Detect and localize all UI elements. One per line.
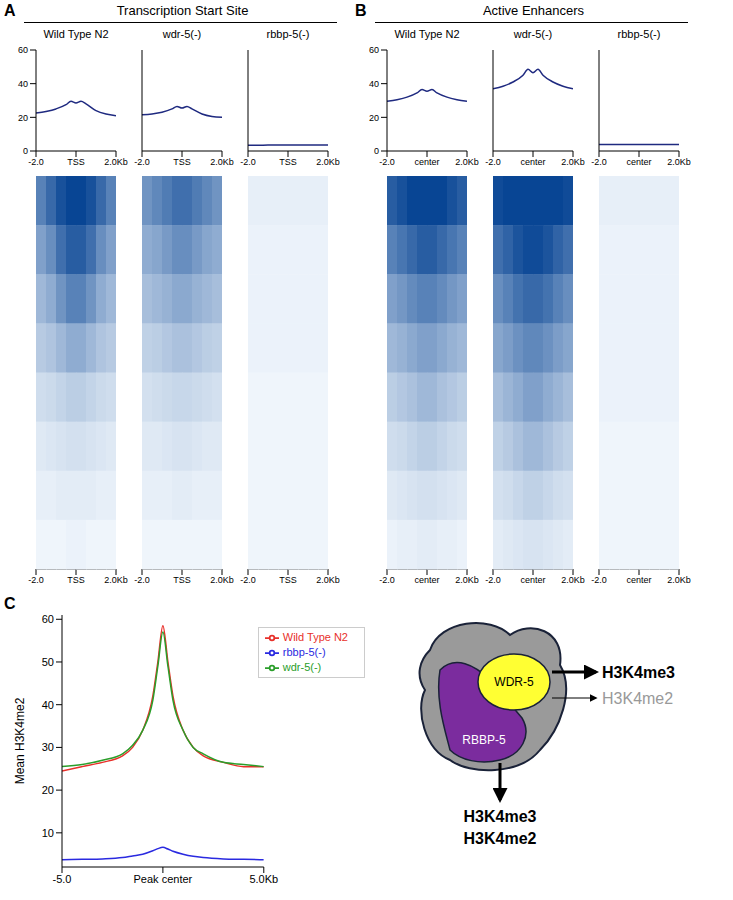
html-text:rbbp-5(-): rbbp-5(-) (282, 646, 326, 659)
svg-text:2.0Kb: 2.0Kb (104, 575, 128, 585)
svg-text:Mean H3K4me2: Mean H3K4me2 (13, 697, 27, 784)
html-text:B: B (355, 2, 367, 19)
html-text:Wild Type N2: Wild Type N2 (394, 28, 460, 40)
svg-text:H3K4me2: H3K4me2 (464, 830, 537, 847)
svg-text:center: center (520, 575, 545, 585)
svg-text:H3K4me3: H3K4me3 (464, 808, 537, 825)
svg-text:-2.0: -2.0 (134, 157, 150, 167)
svg-text:-5.0: -5.0 (53, 873, 72, 885)
html-text:wdr-5(-): wdr-5(-) (282, 661, 322, 674)
svg-text:60: 60 (42, 613, 54, 625)
svg-text:center: center (520, 157, 545, 167)
svg-text:40: 40 (369, 79, 379, 89)
svg-text:2.0Kb: 2.0Kb (455, 157, 479, 167)
svg-text:Peak center: Peak center (134, 873, 193, 885)
svg-text:2.0Kb: 2.0Kb (455, 575, 479, 585)
html-text:wdr-5(-): wdr-5(-) (162, 28, 202, 40)
svg-text:5.0Kb: 5.0Kb (249, 873, 278, 885)
svg-text:RBBP-5: RBBP-5 (462, 733, 506, 747)
svg-text:TSS: TSS (67, 575, 85, 585)
svg-text:0: 0 (23, 146, 28, 156)
svg-text:H3K4me2: H3K4me2 (602, 690, 673, 707)
html-text:Active Enhancers: Active Enhancers (482, 3, 585, 18)
html-text:rbbp-5(-): rbbp-5(-) (266, 28, 310, 40)
svg-text:-2.0: -2.0 (28, 575, 44, 585)
svg-text:-2.0: -2.0 (240, 575, 256, 585)
svg-text:center: center (414, 157, 439, 167)
svg-text:-2.0: -2.0 (485, 157, 501, 167)
svg-text:center: center (414, 575, 439, 585)
svg-text:-2.0: -2.0 (591, 157, 607, 167)
svg-text:10: 10 (42, 827, 54, 839)
svg-text:TSS: TSS (279, 575, 297, 585)
svg-text:-2.0: -2.0 (485, 575, 501, 585)
svg-text:-2.0: -2.0 (240, 157, 256, 167)
svg-text:20: 20 (42, 784, 54, 796)
svg-text:2.0Kb: 2.0Kb (667, 157, 691, 167)
svg-text:-2.0: -2.0 (379, 157, 395, 167)
svg-text:TSS: TSS (173, 575, 191, 585)
svg-text:2.0Kb: 2.0Kb (104, 157, 128, 167)
svg-text:0: 0 (374, 146, 379, 156)
svg-text:-2.0: -2.0 (591, 575, 607, 585)
svg-text:30: 30 (42, 741, 54, 753)
html-text:Transcription Start Site: Transcription Start Site (116, 3, 249, 18)
svg-text:WDR-5: WDR-5 (494, 675, 534, 689)
svg-text:50: 50 (42, 656, 54, 668)
svg-text:-2.0: -2.0 (379, 575, 395, 585)
svg-text:H3K4me3: H3K4me3 (602, 664, 675, 681)
svg-text:40: 40 (42, 699, 54, 711)
svg-text:20: 20 (18, 113, 28, 123)
svg-text:2.0Kb: 2.0Kb (561, 157, 585, 167)
svg-text:center: center (626, 575, 651, 585)
svg-text:2.0Kb: 2.0Kb (210, 157, 234, 167)
svg-text:TSS: TSS (67, 157, 85, 167)
svg-text:40: 40 (18, 79, 28, 89)
svg-text:2.0Kb: 2.0Kb (316, 157, 340, 167)
svg-text:-2.0: -2.0 (134, 575, 150, 585)
svg-text:20: 20 (369, 113, 379, 123)
html-text:rbbp-5(-): rbbp-5(-) (617, 28, 661, 40)
svg-text:2.0Kb: 2.0Kb (667, 575, 691, 585)
svg-text:60: 60 (369, 45, 379, 55)
html-text:Wild Type N2: Wild Type N2 (282, 631, 348, 643)
svg-text:2.0Kb: 2.0Kb (561, 575, 585, 585)
svg-text:TSS: TSS (173, 157, 191, 167)
svg-text:-2.0: -2.0 (28, 157, 44, 167)
svg-text:60: 60 (18, 45, 28, 55)
html-text:C: C (4, 595, 16, 612)
svg-text:center: center (626, 157, 651, 167)
html-text:wdr-5(-): wdr-5(-) (513, 28, 553, 40)
html-text:Wild Type N2: Wild Type N2 (43, 28, 109, 40)
svg-text:2.0Kb: 2.0Kb (210, 575, 234, 585)
svg-text:TSS: TSS (279, 157, 297, 167)
html-text:A: A (4, 2, 16, 19)
svg-text:2.0Kb: 2.0Kb (316, 575, 340, 585)
